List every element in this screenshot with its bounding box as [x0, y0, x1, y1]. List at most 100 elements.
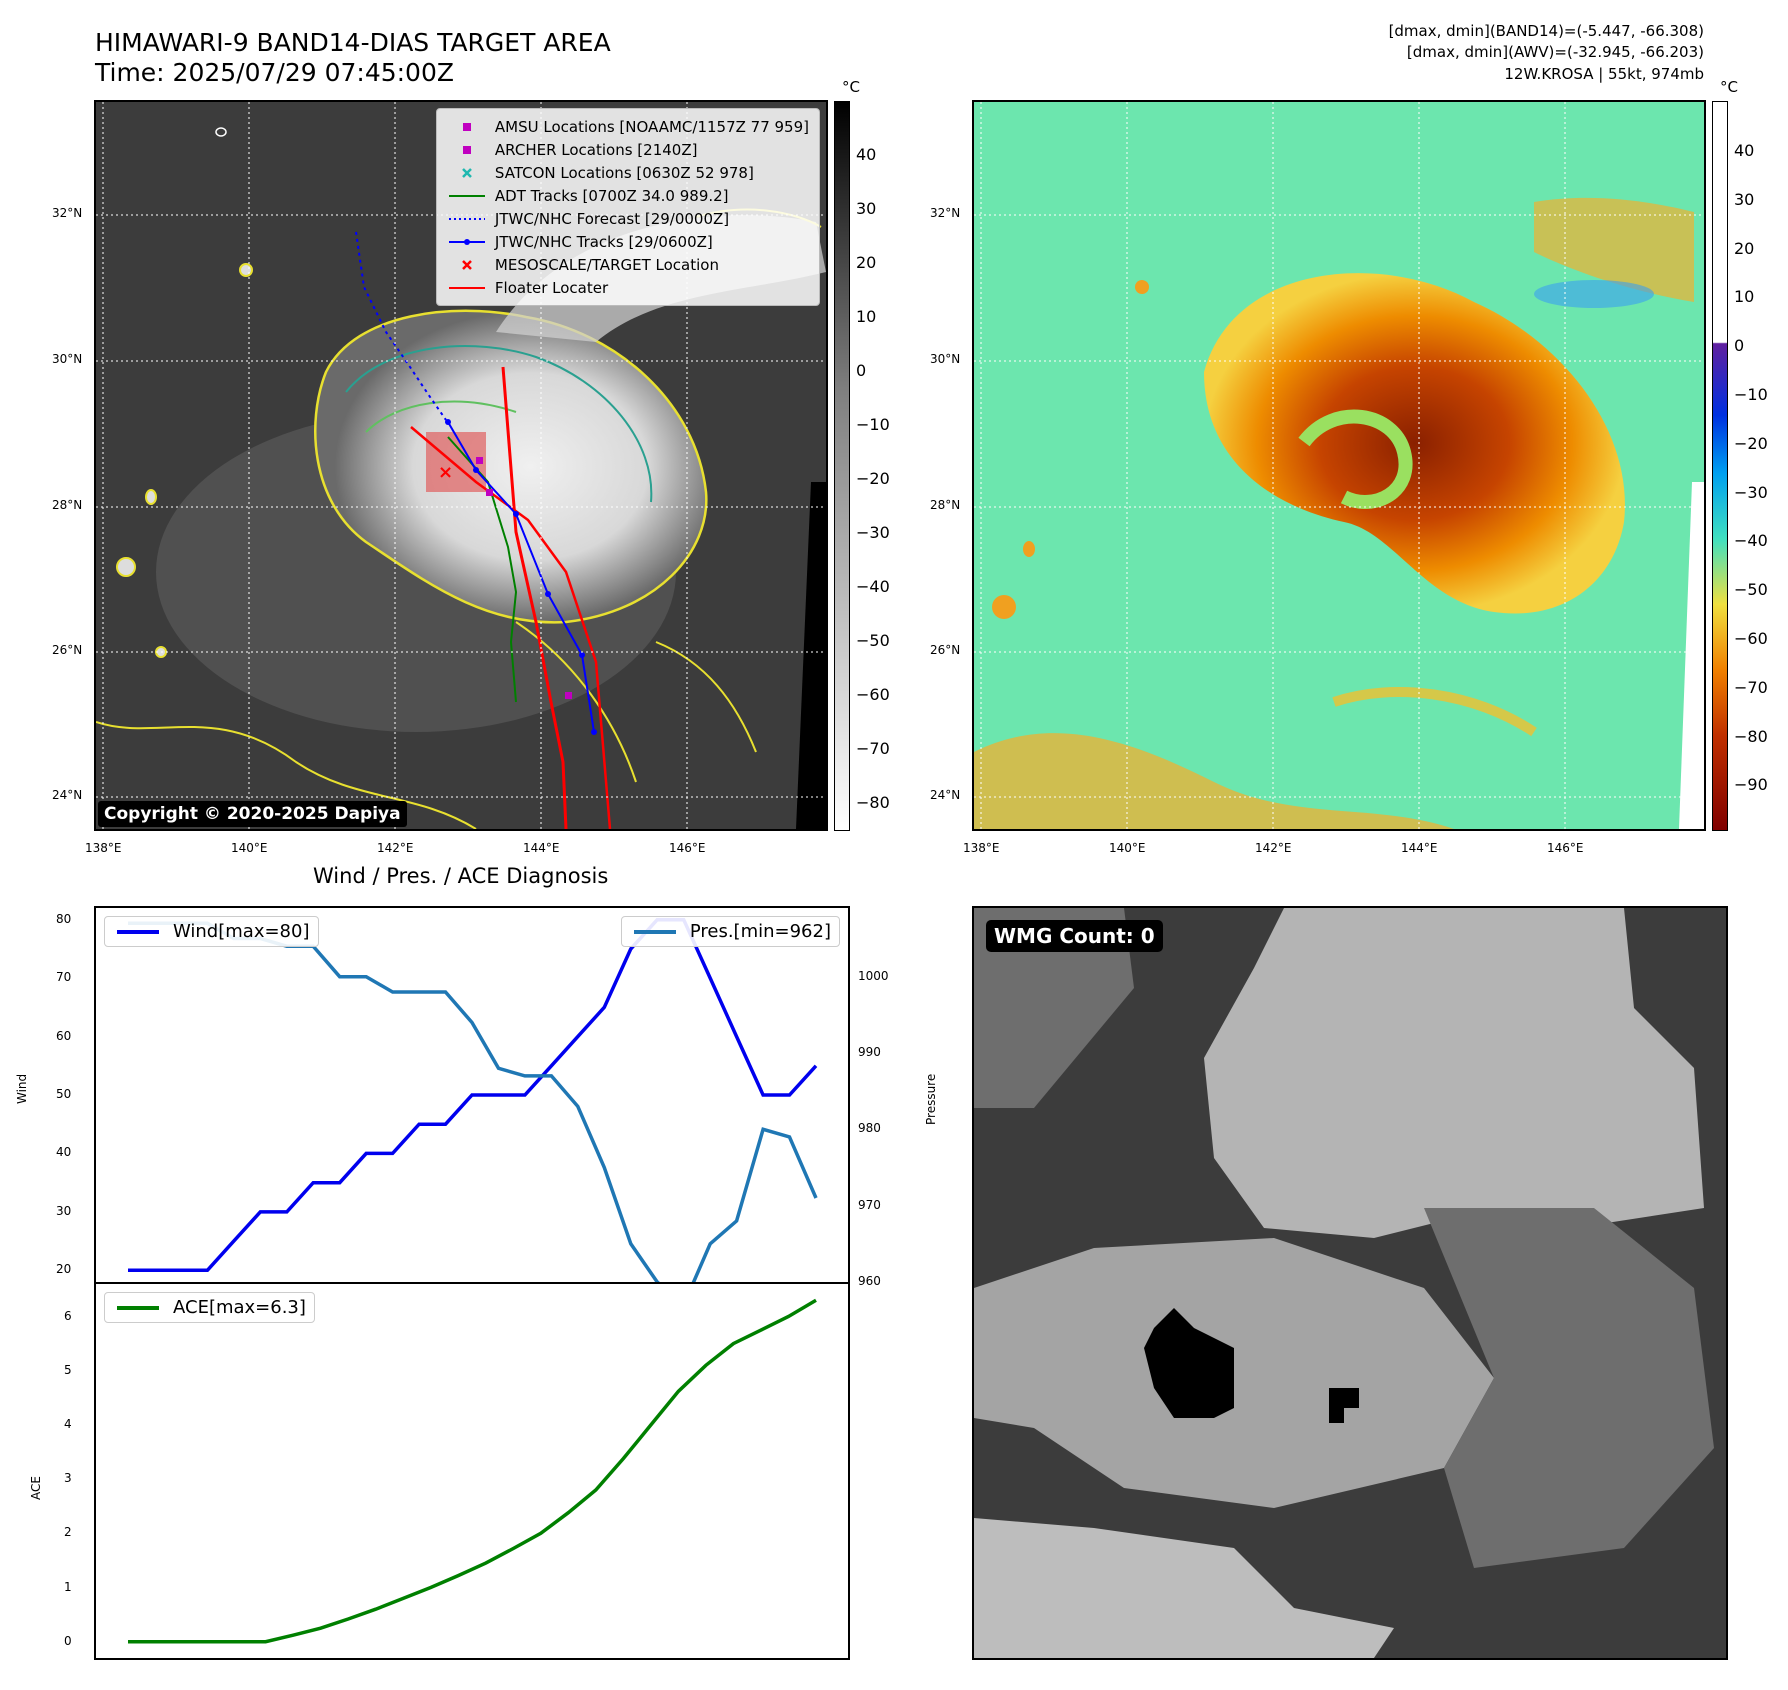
lon-tick-label: 140°E: [1109, 841, 1146, 855]
lat-tick-label: 24°N: [52, 788, 83, 802]
lon-tick-label: 138°E: [963, 841, 1000, 855]
wind-line-icon: [117, 929, 159, 934]
square-marker-icon: [462, 145, 471, 154]
gray-colorbar: [834, 101, 850, 831]
wind-legend-label: Wind[max=80]: [173, 921, 310, 942]
wind-legend: Wind[max=80]: [104, 916, 319, 947]
lat-tick-label: 30°N: [930, 352, 961, 366]
ace-legend: ACE[max=6.3]: [104, 1292, 315, 1323]
lon-tick-label: 146°E: [669, 841, 706, 855]
wind-pressure-plot: [128, 917, 818, 1282]
dotted-line-icon: [448, 217, 485, 220]
pressure-tick-label: 960: [858, 1274, 881, 1288]
pressure-legend-label: Pres.[min=962]: [689, 921, 831, 942]
colorbar-tick-label: −20: [1734, 433, 1768, 453]
map-title-line1: HIMAWARI-9 BAND14-DIAS TARGET AREA: [95, 28, 611, 57]
legend-item-mesoscale: MESOSCALE/TARGET Location: [447, 253, 809, 276]
ace-legend-label: ACE[max=6.3]: [173, 1297, 306, 1318]
color-colorbar: [1712, 101, 1728, 831]
gray-colorbar-unit: °C: [842, 78, 860, 96]
lat-tick-label: 32°N: [930, 206, 961, 220]
ace-axis-label: ACE: [29, 1476, 43, 1500]
pressure-series-line: [128, 921, 818, 1282]
wind-tick-label: 20: [56, 1262, 72, 1277]
map-legend: AMSU Locations [NOAAMC/1157Z 77 959] ARC…: [435, 108, 820, 306]
x-marker-icon: [462, 259, 472, 270]
colorbar-tick-label: −90: [1734, 775, 1768, 795]
colorbar-tick-label: −50: [856, 631, 890, 650]
colorbar-tick-label: −30: [1734, 482, 1768, 502]
awv-map: [972, 100, 1706, 831]
ace-plot: [128, 1298, 817, 1644]
svg-text:×: ×: [438, 462, 453, 483]
colorbar-tick-label: 40: [1734, 141, 1755, 160]
pressure-line-icon: [633, 929, 676, 934]
x-marker-icon: [462, 167, 472, 178]
pressure-tick-label: 970: [858, 1197, 881, 1212]
ace-series-line: [128, 1298, 817, 1644]
lon-tick-label: 142°E: [377, 841, 414, 855]
colorbar-tick-label: −40: [856, 577, 890, 596]
lon-tick-label: 142°E: [1255, 841, 1292, 855]
ace-tick-label: 1: [64, 1579, 72, 1594]
lat-tick-label: 28°N: [930, 498, 961, 512]
colorbar-tick-label: −40: [1734, 531, 1768, 551]
ace-tick-label: 2: [64, 1525, 72, 1540]
wind-tick-label: 40: [56, 1145, 72, 1160]
awv-map-canvas: [974, 102, 1704, 829]
line-dot-icon: [448, 238, 485, 245]
ace-tick-label: 3: [64, 1471, 72, 1486]
wind-tick-label: 70: [56, 970, 72, 985]
legend-item-adt: ADT Tracks [0700Z 34.0 989.2]: [447, 184, 809, 207]
lat-tick-label: 26°N: [52, 643, 83, 657]
colorbar-tick-label: −10: [1734, 385, 1768, 404]
square-marker-icon: [462, 122, 471, 131]
wind-tick-label: 60: [56, 1028, 72, 1043]
wmg-count-badge: WMG Count: 0: [986, 920, 1163, 952]
info-line2: [dmax, dmin](AWV)=(-32.945, -66.203): [1406, 43, 1704, 61]
info-line3: 12W.KROSA | 55kt, 974mb: [1504, 65, 1704, 83]
pressure-tick-label: 980: [858, 1121, 881, 1136]
lat-tick-label: 28°N: [52, 498, 83, 512]
colorbar-tick-label: −30: [856, 523, 890, 542]
pressure-tick-label: 990: [858, 1045, 881, 1060]
lat-tick-label: 26°N: [930, 643, 961, 657]
info-line1: [dmax, dmin](BAND14)=(-5.447, -66.308): [1388, 22, 1704, 40]
lon-tick-label: 140°E: [231, 841, 268, 855]
wmg-panel: WMG Count: 0: [972, 906, 1728, 1660]
colorbar-tick-label: −80: [1734, 726, 1768, 746]
lon-tick-label: 144°E: [1401, 841, 1438, 855]
legend-item-jtwc-tracks: JTWC/NHC Tracks [29/0600Z]: [447, 230, 809, 253]
wind-axis-label: Wind: [15, 1073, 29, 1104]
legend-item-jtwc-forecast: JTWC/NHC Forecast [29/0000Z]: [447, 207, 809, 230]
colorbar-tick-label: −60: [1734, 629, 1768, 648]
colorbar-tick-label: 30: [1734, 189, 1755, 209]
wind-tick-label: 80: [56, 911, 72, 926]
colorbar-tick-label: 10: [856, 307, 877, 326]
legend-item-satcon: SATCON Locations [0630Z 52 978]: [447, 161, 809, 184]
solid-line-icon: [448, 286, 485, 289]
colorbar-tick-label: −80: [856, 793, 890, 812]
diagnosis-title: Wind / Pres. / ACE Diagnosis: [313, 864, 609, 888]
wind-tick-label: 30: [56, 1203, 72, 1218]
ace-chart: ACE[max=6.3]: [94, 1282, 850, 1660]
copyright-label: Copyright © 2020-2025 Dapiya: [98, 801, 407, 827]
lat-tick-label: 30°N: [52, 352, 83, 366]
colorbar-tick-label: −70: [1734, 677, 1768, 697]
lat-tick-label: 24°N: [930, 788, 961, 802]
colorbar-tick-label: −70: [856, 739, 890, 758]
colorbar-tick-label: 0: [856, 361, 867, 380]
colorbar-tick-label: 10: [1734, 287, 1755, 307]
colorbar-tick-label: 0: [1734, 336, 1745, 356]
colorbar-tick-label: 20: [856, 253, 877, 272]
map-title-line2: Time: 2025/07/29 07:45:00Z: [95, 58, 454, 87]
colorbar-tick-label: 20: [1734, 238, 1755, 258]
pressure-tick-label: 1000: [858, 968, 889, 983]
colorbar-tick-label: −20: [856, 469, 890, 488]
wind-tick-label: 50: [56, 1087, 72, 1101]
lon-tick-label: 138°E: [85, 841, 122, 855]
lon-tick-label: 146°E: [1547, 841, 1584, 855]
ace-tick-label: 6: [64, 1308, 72, 1323]
color-colorbar-unit: °C: [1720, 78, 1738, 96]
ace-tick-label: 5: [64, 1362, 72, 1377]
